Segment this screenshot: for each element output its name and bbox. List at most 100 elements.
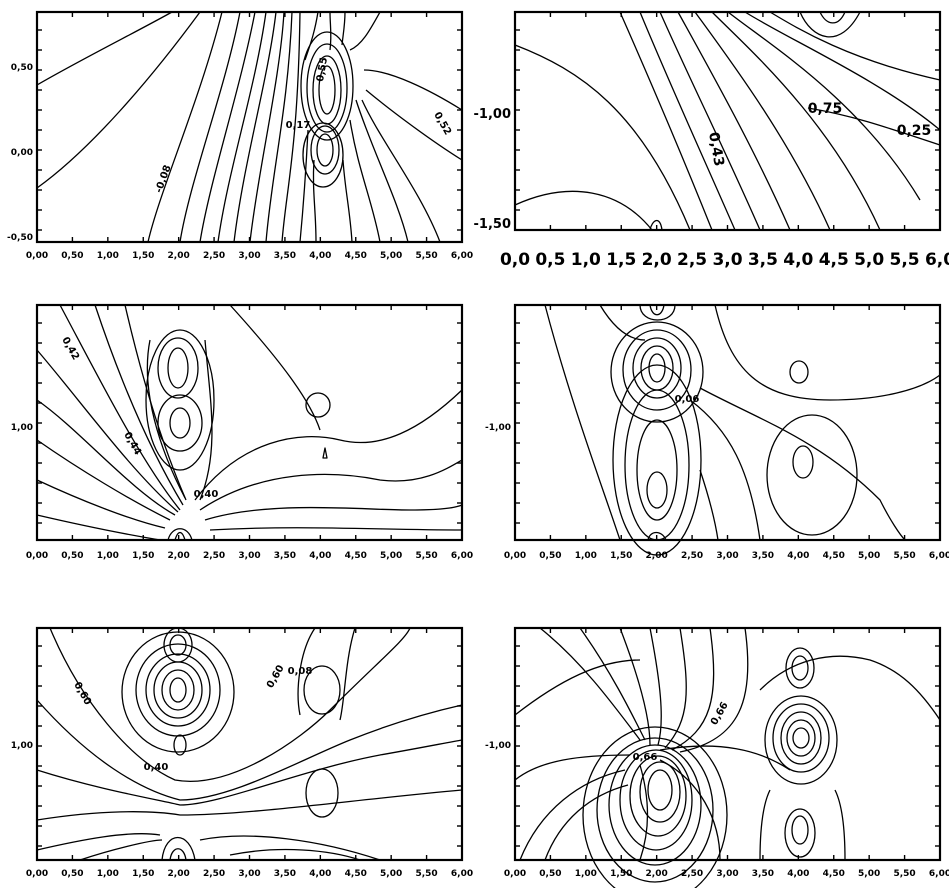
panel2-x-tick-label: 6,0 bbox=[925, 250, 949, 270]
panel6-x-tick-label: 4,00 bbox=[787, 869, 809, 879]
panel1-x-tick-label: 1,00 bbox=[97, 251, 119, 261]
panel3-x-tick-label: 0,50 bbox=[61, 551, 83, 561]
panel3-y-tick-label: 1,00 bbox=[11, 423, 33, 433]
panel3-x-tick-label: 3,00 bbox=[238, 551, 260, 561]
panel3-x-tick-label: 5,50 bbox=[415, 551, 437, 561]
panel6-x-tick-label: 1,00 bbox=[575, 869, 597, 879]
panel1-x-tick-label: 2,50 bbox=[203, 251, 225, 261]
panel6-x-tick-label: 0,00 bbox=[504, 869, 526, 879]
panel5-x-tick-label: 5,00 bbox=[380, 869, 402, 879]
panel5-x-tick-label: 1,50 bbox=[132, 869, 154, 879]
panel1-x-tick-label: 3,50 bbox=[274, 251, 296, 261]
panel4-x-tick-label: 5,00 bbox=[858, 551, 880, 561]
panel4-x-tick-label: 4,00 bbox=[787, 551, 809, 561]
panel-middle-left: 0,42 0,44 0,40 bbox=[35, 303, 464, 542]
panel3-x-tick-label: 0,00 bbox=[26, 551, 48, 561]
panel1-y-tick-label: 0,50 bbox=[11, 63, 33, 73]
panel1-x-tick-label: 5,50 bbox=[415, 251, 437, 261]
panel1-contour-labels: -0,08 0,17 0,52 0,55 bbox=[154, 56, 454, 194]
panel6-y-tick-label: -1,00 bbox=[485, 741, 511, 751]
panel2-x-tick-label: 3,5 bbox=[748, 250, 778, 270]
panel-bottom-left: 0,60 0,60 0,08 0,40 bbox=[35, 626, 464, 862]
panel2-x-tick-label: 1,5 bbox=[606, 250, 636, 270]
panel2-x-tick-label: 5,0 bbox=[854, 250, 884, 270]
panel3-x-tick-label: 2,50 bbox=[203, 551, 225, 561]
panel1-y-tick-label: 0,00 bbox=[11, 148, 33, 158]
panel2-contour-label-1: 0,43 bbox=[705, 131, 727, 168]
panel1-contour-label-2: 0,17 bbox=[286, 120, 311, 131]
panel3-contours bbox=[36, 304, 463, 541]
panel2-x-tick-label: 2,5 bbox=[677, 250, 707, 270]
panel5-contour-label-4: 0,40 bbox=[144, 762, 169, 773]
panel4-x-tick-label: 6,00 bbox=[929, 551, 949, 561]
panel2-y-tick-label: -1,00 bbox=[474, 107, 511, 122]
panel2-x-tick-label: 1,0 bbox=[571, 250, 601, 270]
panel1-x-tick-label: 5,00 bbox=[380, 251, 402, 261]
panel4-x-tick-label: 2,00 bbox=[646, 551, 668, 561]
panel6-x-tick-label: 6,00 bbox=[929, 869, 949, 879]
panel3-frame bbox=[35, 303, 464, 542]
panel5-x-tick-label: 3,50 bbox=[274, 869, 296, 879]
panel3-x-tick-label: 1,00 bbox=[97, 551, 119, 561]
panel2-contour-labels: 0,43 0,75 0,25 bbox=[705, 101, 931, 168]
panel6-x-tick-label: 3,50 bbox=[752, 869, 774, 879]
panel4-x-tick-label: 3,50 bbox=[752, 551, 774, 561]
panel4-x-tick-label: 4,50 bbox=[823, 551, 845, 561]
panel3-x-tick-label: 3,50 bbox=[274, 551, 296, 561]
panel5-frame bbox=[35, 626, 464, 862]
panel2-contour-label-2: 0,75 bbox=[808, 101, 843, 117]
panel2-y-tick-label: -1,50 bbox=[474, 217, 511, 232]
panel3-x-tick-label: 5,00 bbox=[380, 551, 402, 561]
panel6-x-tick-label: 2,50 bbox=[681, 869, 703, 879]
panel1-contour-label-3: 0,52 bbox=[431, 110, 453, 137]
panel2-x-tick-label: 5,5 bbox=[890, 250, 920, 270]
panel-bottom-right: 0,66 0,66 bbox=[513, 626, 942, 888]
panel5-x-tick-label: 1,00 bbox=[97, 869, 119, 879]
panel5-contours bbox=[36, 627, 463, 861]
panel4-contour-label-1: 0,06 bbox=[675, 394, 700, 405]
panel6-contour-label-1: 0,66 bbox=[709, 700, 731, 727]
panel5-x-tick-label: 2,00 bbox=[168, 869, 190, 879]
panel5-x-tick-label: 6,00 bbox=[451, 869, 473, 879]
panel5-x-tick-label: 4,00 bbox=[309, 869, 331, 879]
panel6-x-tick-label: 5,00 bbox=[858, 869, 880, 879]
panel1-x-tick-label: 0,50 bbox=[61, 251, 83, 261]
panel3-x-tick-label: 2,00 bbox=[168, 551, 190, 561]
panel4-x-tick-label: 0,50 bbox=[539, 551, 561, 561]
panel6-contour-labels: 0,66 0,66 bbox=[633, 700, 731, 763]
panel5-contour-label-2: 0,60 bbox=[265, 663, 287, 690]
panel2-x-tick-label: 0,5 bbox=[535, 250, 565, 270]
panel6-x-tick-label: 4,50 bbox=[823, 869, 845, 879]
panel4-frame bbox=[513, 303, 942, 542]
panel3-contour-label-2: 0,44 bbox=[121, 430, 143, 457]
panel4-contour-labels: 0,06 bbox=[675, 394, 700, 405]
panel1-contour-label-1: -0,08 bbox=[154, 164, 174, 195]
panel1-x-tick-label: 1,50 bbox=[132, 251, 154, 261]
panel1-contours bbox=[36, 11, 463, 243]
panel1-x-tick-label: 2,00 bbox=[168, 251, 190, 261]
panel3-x-tick-label: 1,50 bbox=[132, 551, 154, 561]
panel5-x-tick-label: 5,50 bbox=[415, 869, 437, 879]
panel-top-right: 0,43 0,75 0,25 bbox=[513, 10, 942, 232]
panel4-x-tick-label: 2,50 bbox=[681, 551, 703, 561]
panel2-x-tick-label: 4,0 bbox=[783, 250, 813, 270]
panel3-x-tick-label: 4,00 bbox=[309, 551, 331, 561]
panel6-x-tick-label: 1,50 bbox=[610, 869, 632, 879]
panel6-x-tick-label: 5,50 bbox=[893, 869, 915, 879]
panel4-x-tick-label: 1,00 bbox=[575, 551, 597, 561]
panel2-frame bbox=[513, 10, 942, 232]
panel6-contours bbox=[514, 627, 941, 888]
panel5-contour-label-1: 0,60 bbox=[71, 680, 93, 707]
panel5-x-tick-label: 4,50 bbox=[345, 869, 367, 879]
panel-top-left: -0,08 0,17 0,52 0,55 bbox=[35, 10, 464, 244]
axes-layer: 0,00 0,50 1,00 1,50 2,00 2,50 3,00 3,50 4,00 4,50… bbox=[7, 12, 949, 879]
panel5-x-tick-label: 2,50 bbox=[203, 869, 225, 879]
panel1-x-tick-label: 4,50 bbox=[345, 251, 367, 261]
panel6-x-tick-label: 3,00 bbox=[716, 869, 738, 879]
panel1-x-tick-label: 6,00 bbox=[451, 251, 473, 261]
panel4-y-tick-label: -1,00 bbox=[485, 423, 511, 433]
panel2-x-tick-label: 3,0 bbox=[712, 250, 742, 270]
panel6-x-tick-label: 0,50 bbox=[539, 869, 561, 879]
panel4-x-tick-label: 5,50 bbox=[893, 551, 915, 561]
